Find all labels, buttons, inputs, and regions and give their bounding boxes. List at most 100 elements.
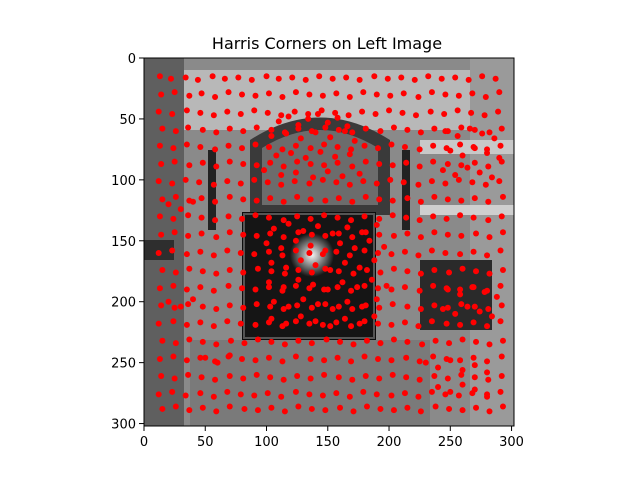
corner-point [186, 92, 193, 99]
corner-point [279, 252, 286, 259]
corner-point [417, 306, 424, 313]
corner-point [335, 374, 342, 381]
corner-point [297, 135, 304, 142]
corner-point [471, 374, 478, 381]
corner-point [417, 408, 424, 415]
corner-point [371, 257, 378, 264]
corner-point [156, 355, 163, 362]
y-tick-label: 150 [111, 235, 136, 250]
corner-point [455, 392, 462, 399]
corner-point [182, 392, 189, 399]
corner-point [471, 195, 478, 202]
x-tick-label: 300 [499, 435, 524, 450]
corner-point [278, 393, 285, 400]
corner-point [498, 302, 505, 309]
corner-point [377, 128, 384, 135]
corner-point [265, 214, 272, 221]
x-tick-label: 150 [315, 435, 340, 450]
corner-point [377, 405, 384, 412]
corner-point [431, 267, 438, 274]
corner-point [251, 392, 258, 399]
corner-point [265, 90, 272, 97]
corner-point [499, 229, 506, 236]
corner-point [415, 181, 422, 188]
corner-point [446, 269, 453, 276]
corner-point [389, 162, 396, 169]
corner-point [486, 270, 493, 277]
corner-point [390, 336, 397, 343]
corner-point [295, 229, 302, 236]
corner-point [431, 229, 438, 236]
corner-point [226, 125, 233, 132]
corner-point [417, 270, 424, 277]
corner-point [237, 249, 244, 256]
corner-point [431, 373, 438, 380]
corner-point [322, 247, 329, 254]
corner-point [361, 213, 368, 220]
corner-point [186, 265, 193, 272]
corner-point [481, 288, 488, 295]
corner-point [283, 320, 290, 327]
corner-point [403, 374, 410, 381]
corner-point [381, 243, 388, 250]
corner-point [265, 143, 272, 150]
corner-point [482, 181, 489, 188]
corner-point [198, 230, 205, 237]
corner-point [240, 304, 247, 311]
corner-point [404, 126, 411, 133]
corner-point [486, 408, 493, 415]
corner-point [302, 76, 309, 83]
corner-point [280, 376, 287, 383]
corner-point [268, 315, 275, 322]
corner-point [452, 310, 459, 317]
corner-point [356, 264, 363, 271]
corner-point [484, 252, 491, 259]
corner-point [431, 125, 438, 132]
corner-point [268, 259, 275, 266]
corner-point [351, 245, 358, 252]
corner-point [360, 89, 367, 96]
corner-point [302, 154, 309, 161]
corner-point [295, 403, 302, 410]
corner-point [376, 161, 383, 168]
corner-point [361, 282, 368, 289]
corner-point [454, 132, 461, 139]
corner-point [388, 357, 395, 364]
corner-point [377, 340, 384, 347]
corner-point [213, 341, 220, 348]
corner-point [307, 145, 314, 152]
corner-point [459, 336, 466, 343]
corner-point [415, 393, 422, 400]
corner-point [171, 229, 178, 236]
corner-point [334, 354, 341, 361]
corner-point [444, 375, 451, 382]
corner-points [155, 73, 506, 415]
corner-point [292, 169, 299, 176]
corner-point [210, 181, 217, 188]
corner-point [265, 284, 272, 291]
corner-point [306, 180, 313, 187]
corner-point [214, 359, 221, 366]
corner-point [292, 353, 299, 360]
corner-point [225, 213, 232, 220]
corner-point [350, 341, 357, 348]
corner-point [387, 92, 394, 99]
corner-point [401, 284, 408, 291]
corner-point [268, 338, 275, 345]
corner-point [348, 323, 355, 330]
corner-point [240, 128, 247, 135]
y-tick-label: 0 [128, 52, 136, 67]
corner-point [155, 178, 162, 185]
corner-point [403, 159, 410, 166]
corner-point [210, 112, 217, 119]
corner-point [237, 391, 244, 398]
corner-point [390, 407, 397, 414]
corner-point [335, 126, 342, 133]
corner-point [306, 91, 313, 98]
corner-point [285, 303, 292, 310]
corner-point [213, 129, 220, 136]
corner-point [314, 111, 321, 118]
corner-point [292, 89, 299, 96]
corner-point [169, 111, 176, 118]
